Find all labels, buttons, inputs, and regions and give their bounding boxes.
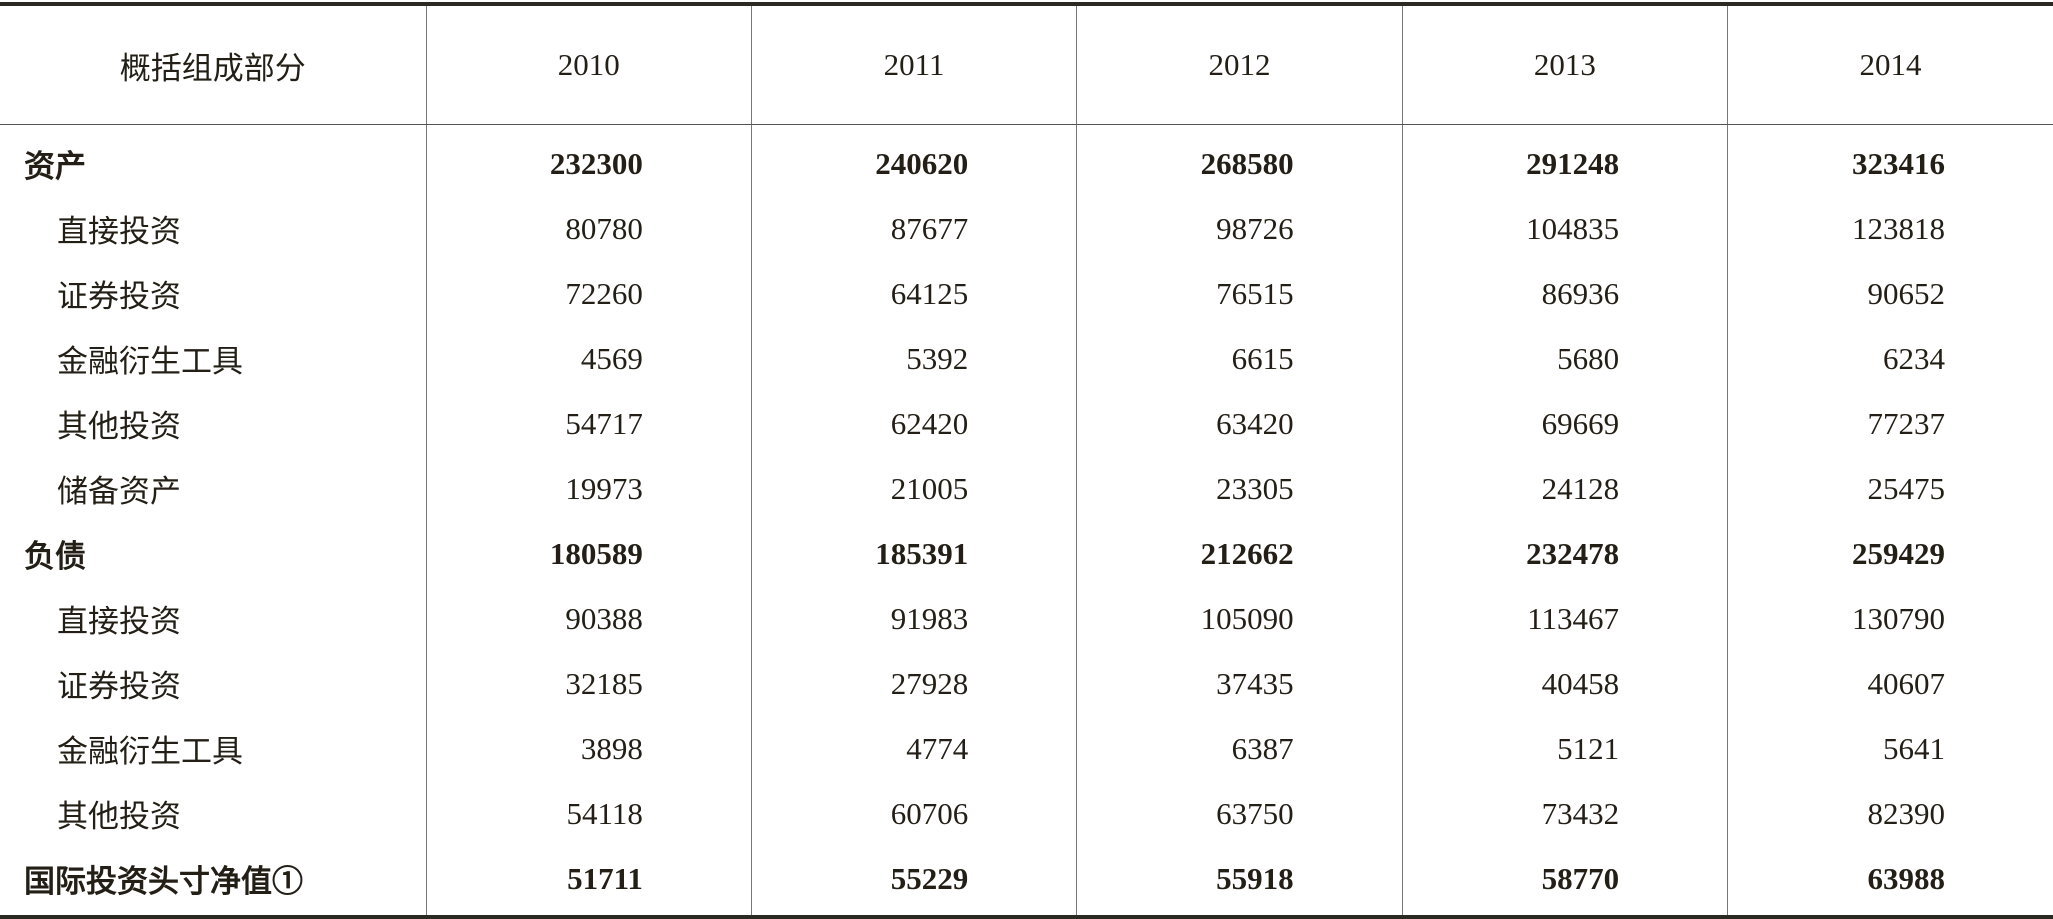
header-cell: 概括组成部分 bbox=[0, 4, 426, 125]
value-cell: 19973 bbox=[425, 456, 752, 521]
value-cell: 5121 bbox=[1401, 716, 1728, 781]
value-cell: 21005 bbox=[750, 456, 1077, 521]
value-cell: 323416 bbox=[1727, 124, 2053, 196]
value-cell: 69669 bbox=[1401, 391, 1728, 456]
value-cell: 72260 bbox=[425, 261, 752, 326]
row-label: 国际投资头寸净值① bbox=[24, 864, 303, 899]
value-cell: 25475 bbox=[1727, 456, 2053, 521]
value-cell: 6615 bbox=[1076, 326, 1403, 391]
item-row: 其他投资 54118 60706 63750 73432 82390 bbox=[0, 781, 2053, 846]
row-label: 资产 bbox=[24, 149, 86, 184]
row-label: 金融衍生工具 bbox=[57, 344, 243, 379]
value-cell: 91983 bbox=[750, 586, 1077, 651]
value-cell: 90388 bbox=[425, 586, 752, 651]
value-cell: 76515 bbox=[1076, 261, 1403, 326]
value-cell: 62420 bbox=[750, 391, 1077, 456]
value-cell: 98726 bbox=[1076, 196, 1403, 261]
value-cell: 40458 bbox=[1401, 651, 1728, 716]
value-cell: 5392 bbox=[750, 326, 1077, 391]
value-cell: 259429 bbox=[1727, 521, 2053, 586]
value-cell: 63988 bbox=[1727, 846, 2053, 917]
value-cell: 82390 bbox=[1727, 781, 2053, 846]
value-cell: 80780 bbox=[425, 196, 752, 261]
value-cell: 37435 bbox=[1076, 651, 1403, 716]
value-cell: 63420 bbox=[1076, 391, 1403, 456]
value-cell: 55918 bbox=[1076, 846, 1403, 917]
header-cell: 2013 bbox=[1401, 4, 1728, 125]
value-cell: 58770 bbox=[1401, 846, 1728, 917]
value-cell: 4569 bbox=[425, 326, 752, 391]
value-cell: 105090 bbox=[1076, 586, 1403, 651]
value-cell: 291248 bbox=[1401, 124, 1728, 196]
value-cell: 268580 bbox=[1076, 124, 1403, 196]
value-cell: 87677 bbox=[750, 196, 1077, 261]
item-row: 其他投资 54717 62420 63420 69669 77237 bbox=[0, 391, 2053, 456]
row-label: 储备资产 bbox=[57, 474, 181, 509]
value-cell: 24128 bbox=[1401, 456, 1728, 521]
header-cell: 2011 bbox=[750, 4, 1077, 125]
value-cell: 77237 bbox=[1727, 391, 2053, 456]
row-label: 其他投资 bbox=[57, 799, 181, 834]
item-row: 证券投资 72260 64125 76515 86936 90652 bbox=[0, 261, 2053, 326]
value-cell: 54118 bbox=[425, 781, 752, 846]
header-cell: 2012 bbox=[1076, 4, 1403, 125]
value-cell: 185391 bbox=[750, 521, 1077, 586]
value-cell: 6387 bbox=[1076, 716, 1403, 781]
section-row: 国际投资头寸净值① 51711 55229 55918 58770 63988 bbox=[0, 846, 2053, 917]
item-row: 直接投资 80780 87677 98726 104835 123818 bbox=[0, 196, 2053, 261]
header-cell: 2014 bbox=[1727, 4, 2053, 125]
header-cell: 2010 bbox=[425, 4, 752, 125]
value-cell: 51711 bbox=[425, 846, 752, 917]
row-label: 直接投资 bbox=[57, 604, 181, 639]
value-cell: 64125 bbox=[750, 261, 1077, 326]
row-label: 其他投资 bbox=[57, 409, 181, 444]
header-row: 概括组成部分 2010 2011 2012 2013 2014 bbox=[0, 4, 2053, 125]
row-label: 金融衍生工具 bbox=[57, 734, 243, 769]
value-cell: 60706 bbox=[750, 781, 1077, 846]
row-label: 直接投资 bbox=[57, 214, 181, 249]
row-label: 负债 bbox=[24, 539, 86, 574]
row-label: 证券投资 bbox=[57, 669, 181, 704]
value-cell: 90652 bbox=[1727, 261, 2053, 326]
value-cell: 232300 bbox=[425, 124, 752, 196]
item-row: 直接投资 90388 91983 105090 113467 130790 bbox=[0, 586, 2053, 651]
row-label: 证券投资 bbox=[57, 279, 181, 314]
item-row: 储备资产 19973 21005 23305 24128 25475 bbox=[0, 456, 2053, 521]
value-cell: 73432 bbox=[1401, 781, 1728, 846]
value-cell: 27928 bbox=[750, 651, 1077, 716]
value-cell: 232478 bbox=[1401, 521, 1728, 586]
value-cell: 180589 bbox=[425, 521, 752, 586]
value-cell: 123818 bbox=[1727, 196, 2053, 261]
value-cell: 6234 bbox=[1727, 326, 2053, 391]
section-row: 资产 232300 240620 268580 291248 323416 bbox=[0, 124, 2053, 196]
table-header: 概括组成部分 2010 2011 2012 2013 2014 bbox=[0, 4, 2053, 125]
value-cell: 240620 bbox=[750, 124, 1077, 196]
value-cell: 5680 bbox=[1401, 326, 1728, 391]
value-cell: 23305 bbox=[1076, 456, 1403, 521]
value-cell: 55229 bbox=[750, 846, 1077, 917]
value-cell: 104835 bbox=[1401, 196, 1728, 261]
table-body: 资产 232300 240620 268580 291248 323416 直接投资 8078… bbox=[0, 124, 2053, 917]
value-cell: 113467 bbox=[1401, 586, 1728, 651]
item-row: 证券投资 32185 27928 37435 40458 40607 bbox=[0, 651, 2053, 716]
value-cell: 54717 bbox=[425, 391, 752, 456]
item-row: 金融衍生工具 3898 4774 6387 5121 5641 bbox=[0, 716, 2053, 781]
value-cell: 4774 bbox=[750, 716, 1077, 781]
value-cell: 130790 bbox=[1727, 586, 2053, 651]
value-cell: 212662 bbox=[1076, 521, 1403, 586]
value-cell: 32185 bbox=[425, 651, 752, 716]
value-cell: 86936 bbox=[1401, 261, 1728, 326]
section-row: 负债 180589 185391 212662 232478 259429 bbox=[0, 521, 2053, 586]
value-cell: 3898 bbox=[425, 716, 752, 781]
value-cell: 63750 bbox=[1076, 781, 1403, 846]
value-cell: 5641 bbox=[1727, 716, 2053, 781]
value-cell: 40607 bbox=[1727, 651, 2053, 716]
item-row: 金融衍生工具 4569 5392 6615 5680 6234 bbox=[0, 326, 2053, 391]
